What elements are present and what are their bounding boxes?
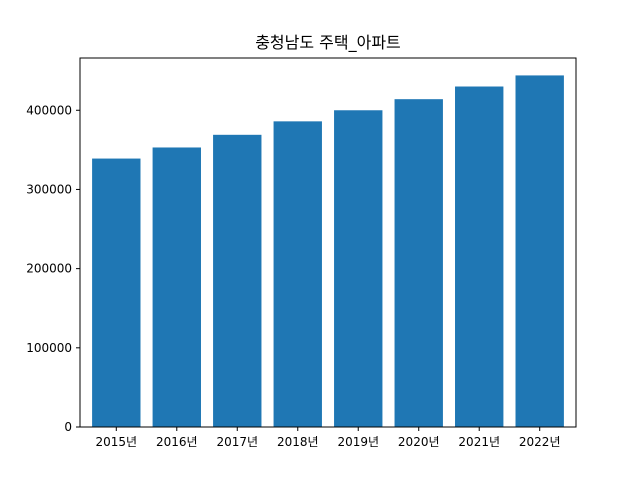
x-tick-label: 2020년 <box>398 435 440 449</box>
y-tick-label: 200000 <box>26 262 72 276</box>
chart-title: 충청남도 주택_아파트 <box>255 33 401 53</box>
bar-2018년 <box>273 121 322 427</box>
y-tick-label: 300000 <box>26 182 72 196</box>
bar-2017년 <box>213 134 262 427</box>
x-tick-label: 2018년 <box>277 435 319 449</box>
bar-2015년 <box>92 158 141 427</box>
bar-2022년 <box>515 75 564 428</box>
bar-2016년 <box>152 147 201 428</box>
x-tick-label: 2015년 <box>95 435 137 449</box>
y-tick-label: 400000 <box>26 103 72 117</box>
y-tick-label: 0 <box>64 420 72 434</box>
x-tick-label: 2021년 <box>458 435 500 449</box>
x-tick-label: 2016년 <box>156 435 198 449</box>
x-axis: 2015년 2016년 2017년 2018년 2019년 2020년 2021년 2022년 <box>95 427 561 449</box>
x-tick-label: 2017년 <box>216 435 258 449</box>
y-tick-label: 100000 <box>26 341 72 355</box>
plot-frame <box>79 57 577 428</box>
y-axis: 0 100000 200000 300000 400000 <box>26 103 80 434</box>
bar-2021년 <box>455 86 504 427</box>
x-tick-label: 2019년 <box>337 435 379 449</box>
bar-2020년 <box>394 99 443 428</box>
bars-group <box>92 75 564 428</box>
bar-2019년 <box>334 110 383 427</box>
x-tick-label: 2022년 <box>519 435 561 449</box>
